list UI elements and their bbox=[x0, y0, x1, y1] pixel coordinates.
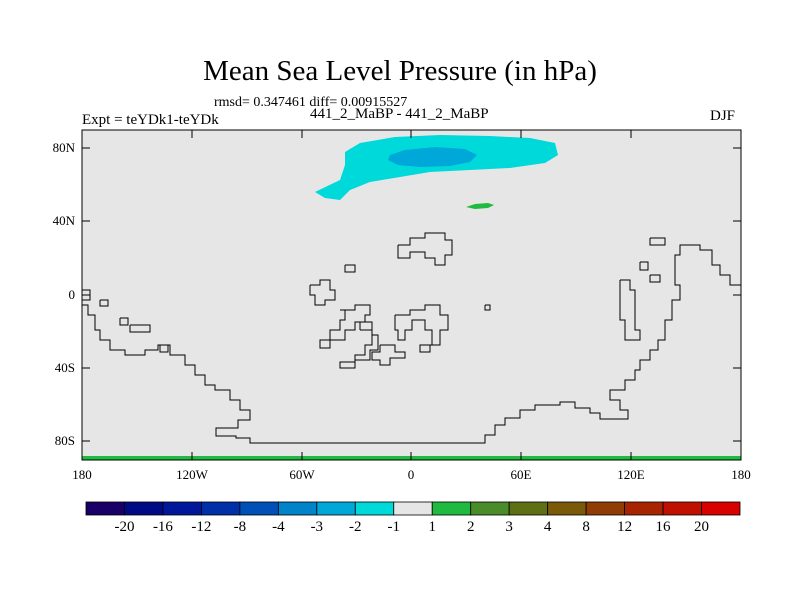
coastline-island-2 bbox=[119, 317, 129, 326]
colorbar-box-13 bbox=[585, 501, 625, 516]
coastline-south-america-antarctica bbox=[82, 244, 741, 444]
coastline-island-3 bbox=[129, 324, 151, 333]
lat-label-80s: 80S bbox=[54, 433, 75, 448]
lon-label-180w: 180 bbox=[72, 467, 92, 482]
lat-ticks-left bbox=[82, 147, 90, 442]
lat-label-80n: 80N bbox=[52, 140, 75, 155]
lat-ticks-right bbox=[733, 147, 741, 442]
lon-label-120w: 120W bbox=[176, 467, 208, 482]
coastline-central-left bbox=[309, 279, 336, 306]
coastline-island-1 bbox=[99, 299, 109, 307]
rmsd-diff-stats: rmsd= 0.347461 diff= 0.00915527 bbox=[214, 95, 408, 110]
colorbar-box-4 bbox=[239, 501, 279, 516]
map-background bbox=[82, 130, 741, 460]
colorbar-box-10 bbox=[470, 501, 510, 516]
lon-label-0: 0 bbox=[407, 467, 415, 482]
colorbar-label: 2 bbox=[466, 519, 475, 535]
coastline-central-mid bbox=[319, 304, 371, 349]
colorbar-box-5 bbox=[277, 501, 318, 516]
colorbar-label: 16 bbox=[655, 519, 671, 535]
case-label: 441_2_MaBP - 441_2_MaBP bbox=[310, 106, 489, 122]
coastline-central-bottom bbox=[371, 344, 406, 366]
colorbar-box-3 bbox=[201, 501, 241, 516]
experiment-label: Expt = teYDk1-teYDk bbox=[82, 112, 219, 128]
coastline-central-right bbox=[394, 304, 449, 353]
colorbar-label: -8 bbox=[233, 519, 247, 535]
colorbar-box-16 bbox=[701, 501, 741, 516]
coastline-island-4 bbox=[159, 344, 169, 353]
colorbar-label: 1 bbox=[428, 519, 436, 535]
colorbar-box-0 bbox=[85, 501, 125, 516]
colorbar-label: -12 bbox=[191, 519, 212, 535]
colorbar-box-15 bbox=[662, 501, 702, 516]
coastlines bbox=[82, 232, 741, 444]
colorbar-box-2 bbox=[162, 501, 202, 516]
coastline-central-lower bbox=[339, 321, 379, 369]
colorbar bbox=[85, 501, 741, 516]
colorbar-box-7 bbox=[354, 501, 395, 516]
colorbar-label: 12 bbox=[617, 519, 633, 535]
lat-label-40s: 40S bbox=[54, 360, 75, 375]
colorbar-label: -2 bbox=[349, 519, 362, 535]
coastline-central-small bbox=[344, 264, 356, 273]
coastline-central-north bbox=[397, 232, 453, 266]
colorbar-box-9 bbox=[431, 501, 472, 516]
lon-label-60e: 60E bbox=[510, 467, 532, 482]
colorbar-box-8 bbox=[393, 501, 433, 516]
arctic-negative-anomaly-core bbox=[388, 147, 477, 167]
arctic-negative-anomaly-outer bbox=[315, 135, 558, 200]
lon-label-60w: 60W bbox=[289, 467, 315, 482]
colorbar-label: -20 bbox=[114, 519, 135, 535]
colorbar-box-6 bbox=[316, 501, 356, 516]
colorbar-label: -3 bbox=[310, 519, 324, 535]
coastline-east-2 bbox=[639, 261, 649, 271]
lat-label-40n: 40N bbox=[52, 213, 75, 228]
positive-anomaly-patch bbox=[466, 203, 494, 209]
coastline-east-1 bbox=[649, 237, 666, 246]
lon-ticks-bottom bbox=[191, 452, 632, 460]
lon-label-120e: 120E bbox=[617, 467, 645, 482]
lon-label-180e: 180 bbox=[731, 467, 751, 482]
colorbar-label: -4 bbox=[272, 519, 285, 535]
colorbar-box-12 bbox=[547, 501, 587, 516]
colorbar-box-11 bbox=[508, 501, 549, 516]
season-label: DJF bbox=[710, 108, 736, 124]
colorbar-label: 8 bbox=[582, 519, 590, 535]
coastline-east-3 bbox=[619, 279, 641, 341]
colorbar-label: -1 bbox=[387, 519, 401, 535]
lat-label-0: 0 bbox=[68, 287, 76, 302]
colorbar-label: 20 bbox=[694, 519, 710, 535]
colorbar-box-1 bbox=[124, 501, 164, 516]
colorbar-label: 4 bbox=[543, 519, 552, 535]
colorbar-box-14 bbox=[624, 501, 664, 516]
coastline-east-4 bbox=[649, 274, 661, 283]
colorbar-label: 3 bbox=[505, 519, 513, 535]
coastline-tiny-island bbox=[484, 304, 491, 311]
chart-title: Mean Sea Level Pressure (in hPa) bbox=[203, 55, 597, 87]
colorbar-label: -16 bbox=[152, 519, 173, 535]
lon-ticks-top bbox=[191, 130, 632, 138]
